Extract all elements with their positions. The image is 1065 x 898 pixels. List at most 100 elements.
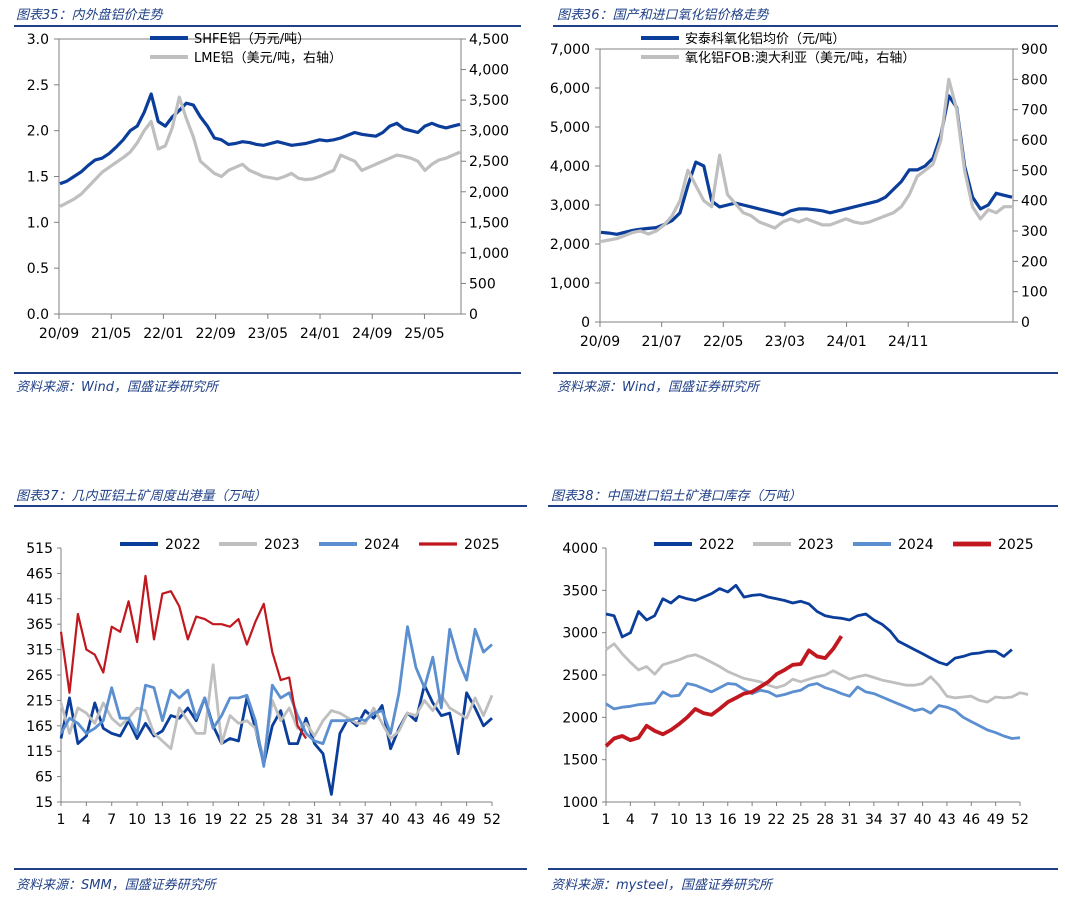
- y-tick-label: 5,000: [550, 120, 590, 136]
- x-tick-label: 20/09: [39, 326, 79, 342]
- chart-svg: 0 1,000 2,000 3,000 4,000 5,000 6,000 7,000 0 100…: [550, 32, 1048, 350]
- x-tick-label: 37: [889, 812, 907, 828]
- x-tick-label: 1: [57, 812, 66, 828]
- chart-title-36: 图表36：国产和进口氧化铝价格走势: [557, 8, 769, 23]
- x-tick-label: 52: [1011, 812, 1029, 828]
- legend-label-2024: 2024: [898, 537, 934, 553]
- legend-label-2022: 2022: [165, 537, 201, 553]
- y-tick-label: 2,000: [550, 237, 590, 253]
- y2-tick-label: 300: [1021, 224, 1048, 240]
- legend-label-2025: 2025: [998, 537, 1034, 553]
- x-tick-label: 22: [768, 812, 786, 828]
- y-tick-label: 3000: [562, 626, 598, 642]
- x-tick-label: 20/09: [580, 334, 620, 350]
- y-tick-label: 3,000: [550, 198, 590, 214]
- y2-tick-label: 1,500: [469, 215, 509, 231]
- y-tick-label: 315: [26, 643, 53, 659]
- y-tick-label: 265: [26, 668, 53, 684]
- x-tick-label: 46: [432, 812, 450, 828]
- y-tick-label: 0: [581, 315, 590, 331]
- x-tick-label: 16: [719, 812, 737, 828]
- series-line-1: [600, 77, 1012, 244]
- series-line-0: [59, 92, 461, 186]
- x-tick-label: 37: [356, 812, 374, 828]
- x-tick-label: 34: [331, 812, 349, 828]
- series-line-1: [59, 95, 461, 208]
- y2-tick-label: 500: [1021, 163, 1048, 179]
- y-tick-label: 4000: [562, 541, 598, 557]
- x-tick-label: 52: [483, 812, 501, 828]
- chart-title-38: 图表38：中国进口铝土矿港口库存（万吨）: [551, 489, 802, 504]
- x-tick-label: 22/09: [195, 326, 235, 342]
- x-tick-label: 24/01: [300, 326, 340, 342]
- series-line-2024: [59, 625, 493, 768]
- y-tick-label: 3.0: [27, 32, 49, 48]
- y2-tick-label: 100: [1021, 285, 1048, 301]
- y-tick-label: 165: [26, 719, 53, 735]
- chart-svg: 15 65 115 165 215 265 315 365 415 465 515 1 4 7 10 13 16…: [26, 537, 501, 828]
- x-tick-label: 43: [938, 812, 956, 828]
- x-tick-label: 31: [306, 812, 324, 828]
- x-tick-label: 7: [107, 812, 116, 828]
- x-tick-label: 24/09: [352, 326, 392, 342]
- chart-title-35: 图表35：内外盘铝价走势: [16, 8, 163, 23]
- y2-tick-label: 2,500: [469, 154, 509, 170]
- y-tick-label: 2500: [562, 668, 598, 684]
- legend-label-0: SHFE铝（万元/吨）: [194, 32, 310, 47]
- chart-svg: 0.0 0.5 1.0 1.5 2.0 2.5 3.0 0 500 1,000 1,500 2,000…: [27, 32, 509, 342]
- y2-tick-label: 900: [1021, 42, 1048, 58]
- y-tick-label: 1.5: [27, 170, 49, 186]
- y-tick-label: 7,000: [550, 42, 590, 58]
- chart-aluminium-price: 0.0 0.5 1.0 1.5 2.0 2.5 3.0 0 500 1,000 1,500 2,000…: [14, 28, 521, 368]
- title-rule: [553, 25, 1058, 27]
- x-tick-label: 25: [792, 812, 810, 828]
- y2-tick-label: 800: [1021, 72, 1048, 88]
- y2-tick-label: 0: [1021, 315, 1030, 331]
- series-line-2023: [59, 663, 494, 761]
- x-tick-label: 40: [382, 812, 400, 828]
- y-tick-label: 15: [35, 795, 53, 811]
- chart-svg: 1000 1500 2000 2500 3000 3500 4000 1 4 7 10 13 16 19 2…: [562, 537, 1034, 828]
- y2-tick-label: 3,500: [469, 93, 509, 109]
- source-rule: [553, 372, 1058, 374]
- legend-label-2022: 2022: [699, 537, 735, 553]
- x-tick-label: 1: [602, 812, 611, 828]
- x-tick-label: 24/11: [888, 334, 928, 350]
- x-tick-label: 28: [816, 812, 834, 828]
- x-tick-label: 25: [255, 812, 273, 828]
- chart-source-38: 资料来源：mysteel，国盛证券研究所: [551, 878, 772, 893]
- x-tick-label: 25/05: [404, 326, 444, 342]
- y2-tick-label: 500: [469, 276, 496, 292]
- y2-tick-label: 200: [1021, 254, 1048, 270]
- x-tick-label: 22/01: [143, 326, 183, 342]
- x-tick-label: 28: [280, 812, 298, 828]
- y2-tick-label: 2,000: [469, 185, 509, 201]
- legend-label-2024: 2024: [364, 537, 400, 553]
- series-line-2022: [605, 583, 1013, 667]
- y-tick-label: 115: [26, 744, 53, 760]
- y-tick-label: 415: [26, 592, 53, 608]
- title-rule: [548, 505, 1058, 507]
- legend-label-2023: 2023: [264, 537, 300, 553]
- legend-label-2023: 2023: [798, 537, 834, 553]
- chart-source-37: 资料来源：SMM，国盛证券研究所: [16, 878, 216, 893]
- y-tick-label: 0.5: [27, 261, 49, 277]
- source-rule: [548, 868, 1058, 870]
- x-tick-label: 23/05: [248, 326, 288, 342]
- y-tick-label: 1000: [562, 795, 598, 811]
- x-tick-label: 4: [82, 812, 91, 828]
- x-tick-label: 24/01: [826, 334, 866, 350]
- y-tick-label: 3500: [562, 583, 598, 599]
- title-rule: [14, 505, 527, 507]
- series-line-2024: [605, 682, 1021, 740]
- series-line-2023: [605, 642, 1029, 704]
- x-tick-label: 34: [865, 812, 883, 828]
- x-tick-label: 46: [962, 812, 980, 828]
- x-tick-label: 49: [458, 812, 476, 828]
- chart-source-36: 资料来源：Wind，国盛证券研究所: [557, 380, 759, 395]
- y-tick-label: 2.5: [27, 78, 49, 94]
- series-line-2025: [59, 574, 308, 740]
- x-tick-label: 22/05: [703, 334, 743, 350]
- x-tick-label: 10: [128, 812, 146, 828]
- y-tick-label: 2.0: [27, 124, 49, 140]
